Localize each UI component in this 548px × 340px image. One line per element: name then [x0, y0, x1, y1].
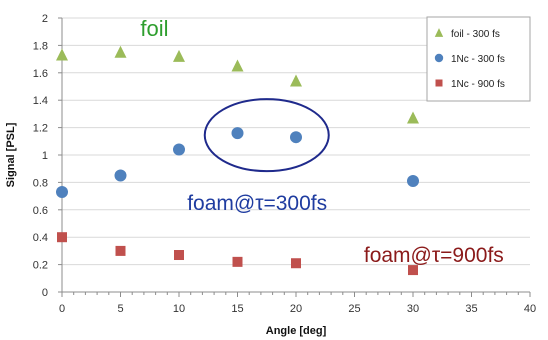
- x-tick-label: 35: [465, 303, 477, 315]
- point-square-series-2: [115, 245, 126, 256]
- point-circle-series-1: [56, 185, 68, 198]
- legend-label: 1Nc - 900 fs: [451, 79, 505, 90]
- annotation-foil: foil: [140, 16, 168, 41]
- x-tick-label: 10: [173, 303, 185, 315]
- x-tick-label: 25: [348, 303, 360, 315]
- point-triangle-series-0: [114, 45, 127, 58]
- point-circle-series-1: [407, 175, 419, 188]
- point-square-series-2: [408, 265, 418, 276]
- data-points: [56, 45, 419, 276]
- point-circle-series-1: [290, 131, 302, 144]
- y-tick-label: 0.8: [33, 177, 48, 189]
- legend-box: [426, 16, 531, 102]
- x-tick-label: 0: [59, 303, 65, 315]
- point-square-series-2: [57, 232, 67, 243]
- axes: [58, 17, 531, 297]
- x-axis-title: Angle [deg]: [266, 325, 327, 337]
- point-triangle-series-0: [56, 48, 68, 61]
- y-tick-labels: 0 0.2 0.4 0.6 0.8 1 1.2 1.4 1.6 1.8 2: [33, 13, 48, 299]
- y-tick-label: 1.2: [33, 123, 48, 135]
- point-triangle-series-0: [231, 59, 244, 72]
- legend: foil - 300 fs 1Nc - 300 fs 1Nc - 900 fs: [426, 16, 531, 102]
- point-square-series-2: [291, 258, 301, 269]
- y-tick-label: 1.4: [33, 95, 48, 107]
- highlight-ellipse: [203, 98, 330, 173]
- y-tick-label: 1: [42, 150, 48, 162]
- annotation-foam-300fs: foam@τ=300fs: [187, 192, 327, 215]
- point-circle-series-1: [173, 143, 185, 156]
- point-circle-series-1: [231, 127, 244, 140]
- x-tick-labels: 0 5 10 15 20 25 30 35 40: [59, 303, 536, 315]
- y-axis-title: Signal [PSL]: [5, 122, 17, 187]
- point-triangle-series-0: [173, 49, 185, 62]
- y-tick-label: 0.2: [33, 260, 48, 272]
- legend-marker-square: [435, 79, 443, 87]
- legend-label: foil - 300 fs: [451, 29, 500, 40]
- x-tick-label: 20: [290, 303, 302, 315]
- annotation-foam-900fs: foam@τ=900fs: [364, 244, 504, 267]
- x-tick-label: 30: [407, 303, 419, 315]
- y-tick-label: 1.8: [33, 40, 48, 52]
- legend-label: 1Nc - 300 fs: [451, 54, 505, 65]
- point-square-series-2: [232, 256, 243, 267]
- legend-marker-triangle: [434, 28, 444, 37]
- point-triangle-series-0: [407, 111, 419, 124]
- y-tick-label: 1.6: [33, 68, 48, 80]
- point-triangle-series-0: [290, 74, 302, 87]
- x-tick-label: 15: [231, 303, 243, 315]
- y-tick-label: 0.4: [33, 232, 48, 244]
- point-circle-series-1: [114, 169, 127, 182]
- point-square-series-2: [174, 250, 184, 261]
- x-tick-label: 40: [524, 303, 536, 315]
- x-tick-label: 5: [117, 303, 123, 315]
- y-tick-label: 2: [42, 13, 48, 25]
- y-tick-label: 0: [42, 287, 48, 299]
- legend-marker-circle: [434, 53, 444, 63]
- y-tick-label: 0.6: [33, 205, 48, 217]
